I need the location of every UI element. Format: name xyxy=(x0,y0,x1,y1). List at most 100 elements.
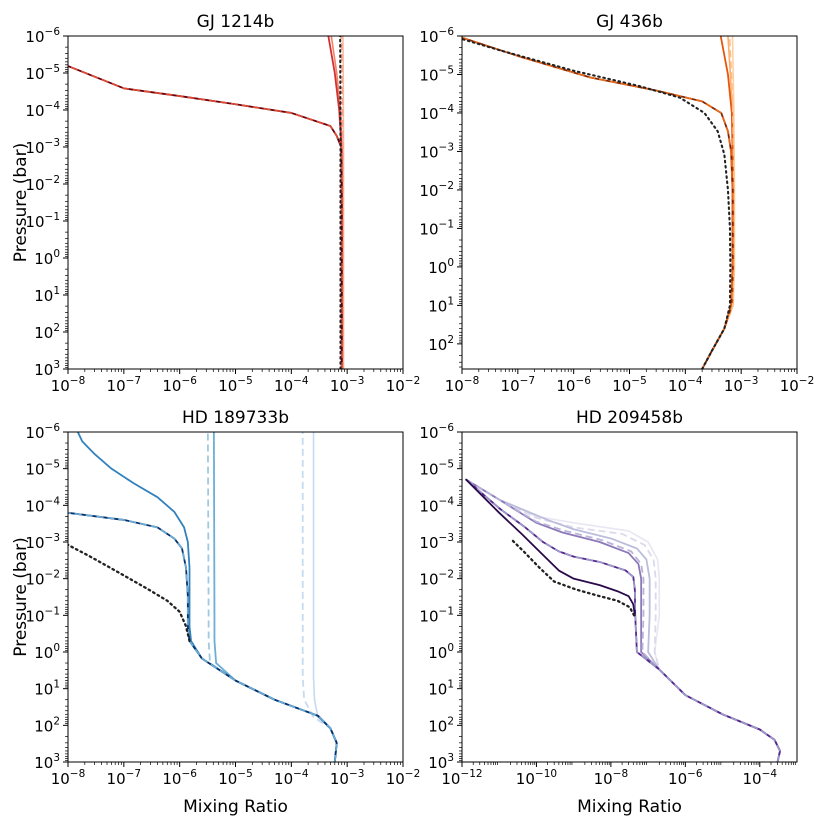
y-tick-exponent: −1 xyxy=(439,218,454,230)
x-tick-exponent: −2 xyxy=(799,375,814,387)
y-tick-exponent: −5 xyxy=(439,64,454,76)
x-tick-base: 10 xyxy=(724,377,743,395)
y-tick-label: 10−2 xyxy=(419,569,454,589)
x-tick-exponent: −7 xyxy=(520,375,535,387)
y-tick-exponent: −3 xyxy=(45,137,60,149)
y-tick-exponent: 0 xyxy=(53,642,60,654)
y-tick-exponent: 1 xyxy=(53,679,60,691)
x-tick-label: 10−8 xyxy=(445,375,480,395)
y-tick-base: 10 xyxy=(419,607,438,625)
x-tick-label: 10−2 xyxy=(780,375,815,395)
y-tick-exponent: 0 xyxy=(53,248,60,260)
x-tick-base: 10 xyxy=(556,377,575,395)
x-tick-exponent: −8 xyxy=(613,768,628,780)
x-tick-label: 10−7 xyxy=(501,375,536,395)
y-tick-base: 10 xyxy=(428,717,447,735)
y-tick-base: 10 xyxy=(428,644,447,662)
y-tick-base: 10 xyxy=(34,250,53,268)
y-tick-label: 10−4 xyxy=(25,100,60,120)
x-tick-exponent: −5 xyxy=(631,375,646,387)
series-group xyxy=(68,432,337,762)
y-tick-exponent: −4 xyxy=(45,100,61,112)
x-tick-exponent: −4 xyxy=(762,768,778,780)
x-tick-label: 10−2 xyxy=(386,375,421,395)
y-tick-exponent: 1 xyxy=(447,295,454,307)
x-tick-label: 10−6 xyxy=(162,768,197,788)
x-tick-exponent: −2 xyxy=(405,768,420,780)
y-tick-label: 102 xyxy=(428,715,454,735)
x-tick-exponent: −3 xyxy=(349,375,364,387)
x-tick-exponent: −6 xyxy=(181,375,197,387)
y-tick-exponent: 2 xyxy=(447,334,454,346)
x-tick-label: 10−6 xyxy=(162,375,197,395)
x-tick-exponent: −8 xyxy=(70,375,85,387)
y-tick-base: 10 xyxy=(419,497,438,515)
y-tick-base: 10 xyxy=(428,754,447,772)
x-tick-exponent: −4 xyxy=(293,375,309,387)
x-tick-label: 10−5 xyxy=(218,768,253,788)
series-group xyxy=(466,480,780,762)
series-line-equilibrium-mid xyxy=(466,480,780,762)
x-tick-base: 10 xyxy=(162,770,181,788)
y-tick-exponent: −6 xyxy=(45,26,61,38)
y-tick-label: 102 xyxy=(428,334,454,354)
x-tick-base: 10 xyxy=(218,377,237,395)
y-tick-label: 10−5 xyxy=(419,459,454,479)
y-tick-label: 10−3 xyxy=(419,532,454,552)
y-tick-exponent: −4 xyxy=(439,103,455,115)
series-group xyxy=(68,36,344,369)
y-tick-exponent: −2 xyxy=(45,174,60,186)
x-tick-label: 10−7 xyxy=(107,768,142,788)
y-tick-base: 10 xyxy=(25,102,44,120)
series-line-rainout-darkest xyxy=(466,480,635,616)
y-tick-label: 10−1 xyxy=(419,218,454,238)
x-tick-label: 10−4 xyxy=(274,375,309,395)
y-tick-label: 10−1 xyxy=(419,605,454,625)
y-tick-base: 10 xyxy=(419,28,438,46)
y-tick-base: 10 xyxy=(419,220,438,238)
y-tick-label: 10−5 xyxy=(25,459,60,479)
x-tick-base: 10 xyxy=(162,377,181,395)
series-group xyxy=(462,36,735,369)
y-tick-base: 10 xyxy=(419,424,438,442)
x-tick-exponent: −2 xyxy=(405,375,420,387)
y-tick-base: 10 xyxy=(419,461,438,479)
y-tick-exponent: −4 xyxy=(439,495,455,507)
x-tick-exponent: −8 xyxy=(464,375,479,387)
x-tick-base: 10 xyxy=(330,377,349,395)
x-tick-exponent: −6 xyxy=(575,375,591,387)
x-tick-base: 10 xyxy=(501,377,520,395)
y-tick-base: 10 xyxy=(25,65,44,83)
y-tick-exponent: −2 xyxy=(439,180,454,192)
y-tick-exponent: 2 xyxy=(53,322,60,334)
y-tick-label: 101 xyxy=(34,285,60,305)
series-line-rainout-light xyxy=(466,480,780,762)
x-tick-exponent: −4 xyxy=(687,375,703,387)
series-line-rainout-dark xyxy=(462,38,733,369)
y-tick-exponent: −6 xyxy=(45,422,61,434)
y-tick-exponent: 3 xyxy=(447,752,454,764)
series-line-rainout-dark xyxy=(68,66,342,369)
chart-title: HD 209458b xyxy=(576,408,683,428)
series-line-equilibrium-deep xyxy=(466,480,780,762)
x-tick-base: 10 xyxy=(780,377,799,395)
y-tick-exponent: −1 xyxy=(45,211,60,223)
y-tick-exponent: −3 xyxy=(45,532,60,544)
y-tick-base: 10 xyxy=(428,681,447,699)
y-tick-label: 10−3 xyxy=(419,141,454,161)
y-tick-base: 10 xyxy=(34,754,53,772)
y-tick-base: 10 xyxy=(34,681,53,699)
series-line-equilibrium-dark xyxy=(68,66,342,369)
x-tick-base: 10 xyxy=(441,770,460,788)
x-tick-label: 10−8 xyxy=(594,768,629,788)
series-line-equilibrium-dark xyxy=(462,38,733,369)
y-tick-base: 10 xyxy=(34,287,53,305)
series-line-reference xyxy=(68,545,190,641)
y-tick-base: 10 xyxy=(34,361,53,379)
plot-frame xyxy=(68,432,403,762)
